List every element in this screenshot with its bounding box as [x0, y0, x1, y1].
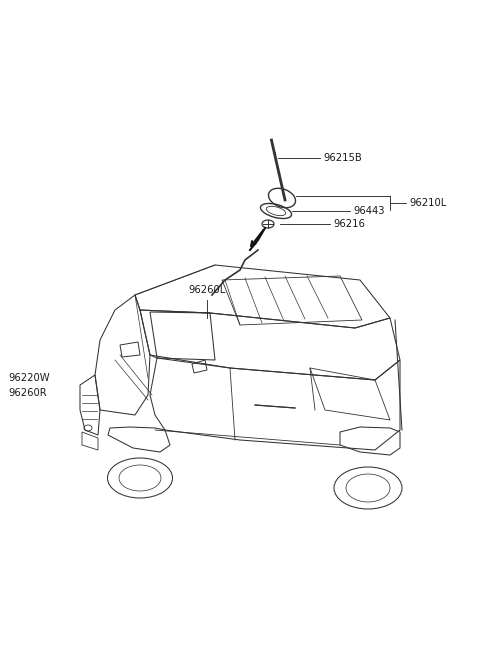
- Text: 96443: 96443: [353, 206, 384, 216]
- Text: 96210L: 96210L: [409, 198, 446, 208]
- Text: 96260L: 96260L: [188, 285, 226, 295]
- Text: 96260R: 96260R: [8, 388, 47, 398]
- Text: 96215B: 96215B: [323, 153, 362, 163]
- Text: 96216: 96216: [333, 219, 365, 229]
- Text: 96220W: 96220W: [8, 373, 49, 383]
